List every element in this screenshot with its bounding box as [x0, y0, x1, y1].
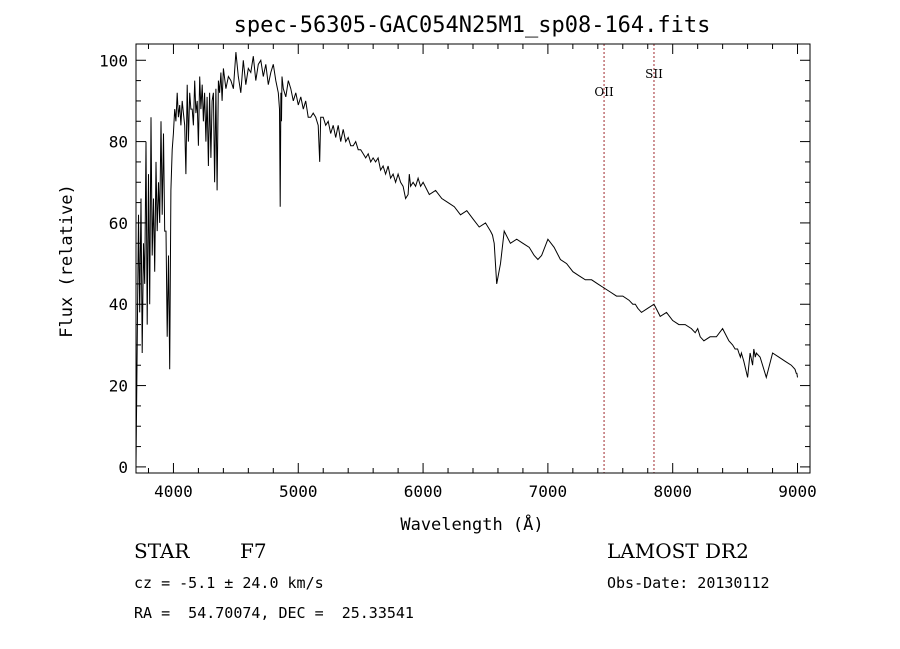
emission-line-label-sii: SII [645, 67, 663, 81]
survey-name: LAMOST DR2 [607, 539, 749, 563]
y-tick-label: 60 [109, 214, 128, 233]
x-tick-label: 8000 [653, 482, 692, 501]
y-tick-label: 100 [99, 51, 128, 70]
y-tick-label: 0 [118, 458, 128, 477]
y-axis-label: Flux (relative) [57, 184, 77, 338]
y-tick-label: 40 [109, 295, 128, 314]
x-tick-label: 9000 [778, 482, 817, 501]
observation-date: Obs-Date: 20130112 [607, 574, 770, 592]
x-tick-label: 7000 [529, 482, 568, 501]
spectrum-line [135, 52, 798, 467]
emission-line-label-oii: OII [594, 85, 614, 99]
x-tick-label: 5000 [279, 482, 318, 501]
redshift-cz: cz = -5.1 ± 24.0 km/s [134, 574, 324, 592]
chart-title: spec-56305-GAC054N25M1_sp08-164.fits [234, 13, 711, 38]
spectral-type: F7 [240, 539, 267, 563]
x-tick-label: 6000 [404, 482, 443, 501]
y-tick-label: 80 [109, 133, 128, 152]
x-axis-label: Wavelength (Å) [400, 513, 543, 535]
x-tick-label: 4000 [154, 482, 193, 501]
y-tick-label: 20 [109, 377, 128, 396]
object-class: STAR [134, 539, 190, 563]
coordinates: RA = 54.70074, DEC = 25.33541 [134, 604, 414, 622]
plot-frame [135, 43, 811, 474]
